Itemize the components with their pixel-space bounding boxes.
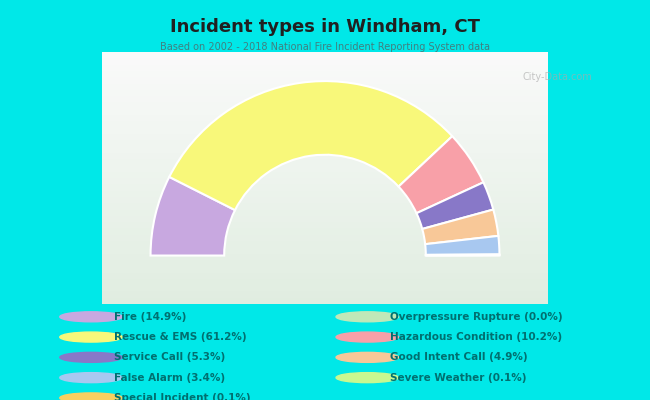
Bar — [102, 203, 548, 210]
Bar — [102, 216, 548, 222]
Bar — [102, 285, 548, 291]
Bar — [102, 128, 548, 134]
Bar — [102, 90, 548, 96]
Circle shape — [60, 352, 122, 362]
Text: False Alarm (3.4%): False Alarm (3.4%) — [114, 373, 225, 383]
Bar — [102, 77, 548, 84]
Bar — [102, 58, 548, 65]
Text: Based on 2002 - 2018 National Fire Incident Reporting System data: Based on 2002 - 2018 National Fire Incid… — [160, 42, 490, 52]
Bar — [102, 84, 548, 90]
Bar — [102, 228, 548, 235]
Bar — [102, 190, 548, 197]
Text: Severe Weather (0.1%): Severe Weather (0.1%) — [390, 373, 526, 383]
Bar — [102, 260, 548, 266]
Bar — [102, 166, 548, 172]
Bar — [102, 178, 548, 184]
Wedge shape — [169, 81, 452, 210]
Bar — [102, 71, 548, 77]
Bar — [102, 134, 548, 140]
Bar — [102, 96, 548, 102]
Bar — [102, 153, 548, 159]
Circle shape — [60, 332, 122, 342]
Wedge shape — [417, 182, 493, 229]
Bar — [102, 146, 548, 153]
Circle shape — [60, 373, 122, 383]
Circle shape — [336, 332, 398, 342]
Text: Special Incident (0.1%): Special Incident (0.1%) — [114, 393, 250, 400]
Bar — [102, 172, 548, 178]
Bar — [102, 266, 548, 272]
Text: Service Call (5.3%): Service Call (5.3%) — [114, 352, 225, 362]
Wedge shape — [422, 210, 499, 244]
Bar — [102, 241, 548, 247]
Text: Fire (14.9%): Fire (14.9%) — [114, 312, 186, 322]
Bar — [102, 52, 548, 58]
Wedge shape — [398, 136, 484, 213]
Bar — [102, 184, 548, 190]
Circle shape — [60, 312, 122, 322]
Bar — [102, 222, 548, 228]
FancyBboxPatch shape — [102, 52, 548, 304]
Bar — [102, 298, 548, 304]
Bar — [102, 115, 548, 121]
Bar — [102, 291, 548, 298]
Bar — [102, 109, 548, 115]
Bar — [102, 159, 548, 166]
Bar — [102, 235, 548, 241]
Circle shape — [336, 312, 398, 322]
Circle shape — [336, 373, 398, 383]
Bar — [102, 197, 548, 203]
Wedge shape — [151, 177, 235, 256]
Text: City-Data.com: City-Data.com — [523, 72, 593, 82]
Text: Good Intent Call (4.9%): Good Intent Call (4.9%) — [390, 352, 528, 362]
Circle shape — [336, 352, 398, 362]
Wedge shape — [426, 255, 499, 256]
Bar — [102, 247, 548, 254]
Bar — [102, 254, 548, 260]
Bar — [102, 140, 548, 146]
Bar — [102, 121, 548, 128]
Circle shape — [60, 393, 122, 400]
Bar — [102, 210, 548, 216]
Text: Incident types in Windham, CT: Incident types in Windham, CT — [170, 18, 480, 36]
Wedge shape — [425, 236, 499, 255]
Text: Rescue & EMS (61.2%): Rescue & EMS (61.2%) — [114, 332, 246, 342]
Text: Hazardous Condition (10.2%): Hazardous Condition (10.2%) — [390, 332, 562, 342]
Wedge shape — [426, 254, 499, 255]
Bar — [102, 102, 548, 109]
Text: Overpressure Rupture (0.0%): Overpressure Rupture (0.0%) — [390, 312, 563, 322]
Bar — [102, 279, 548, 285]
Bar — [102, 64, 548, 71]
Bar — [102, 272, 548, 279]
